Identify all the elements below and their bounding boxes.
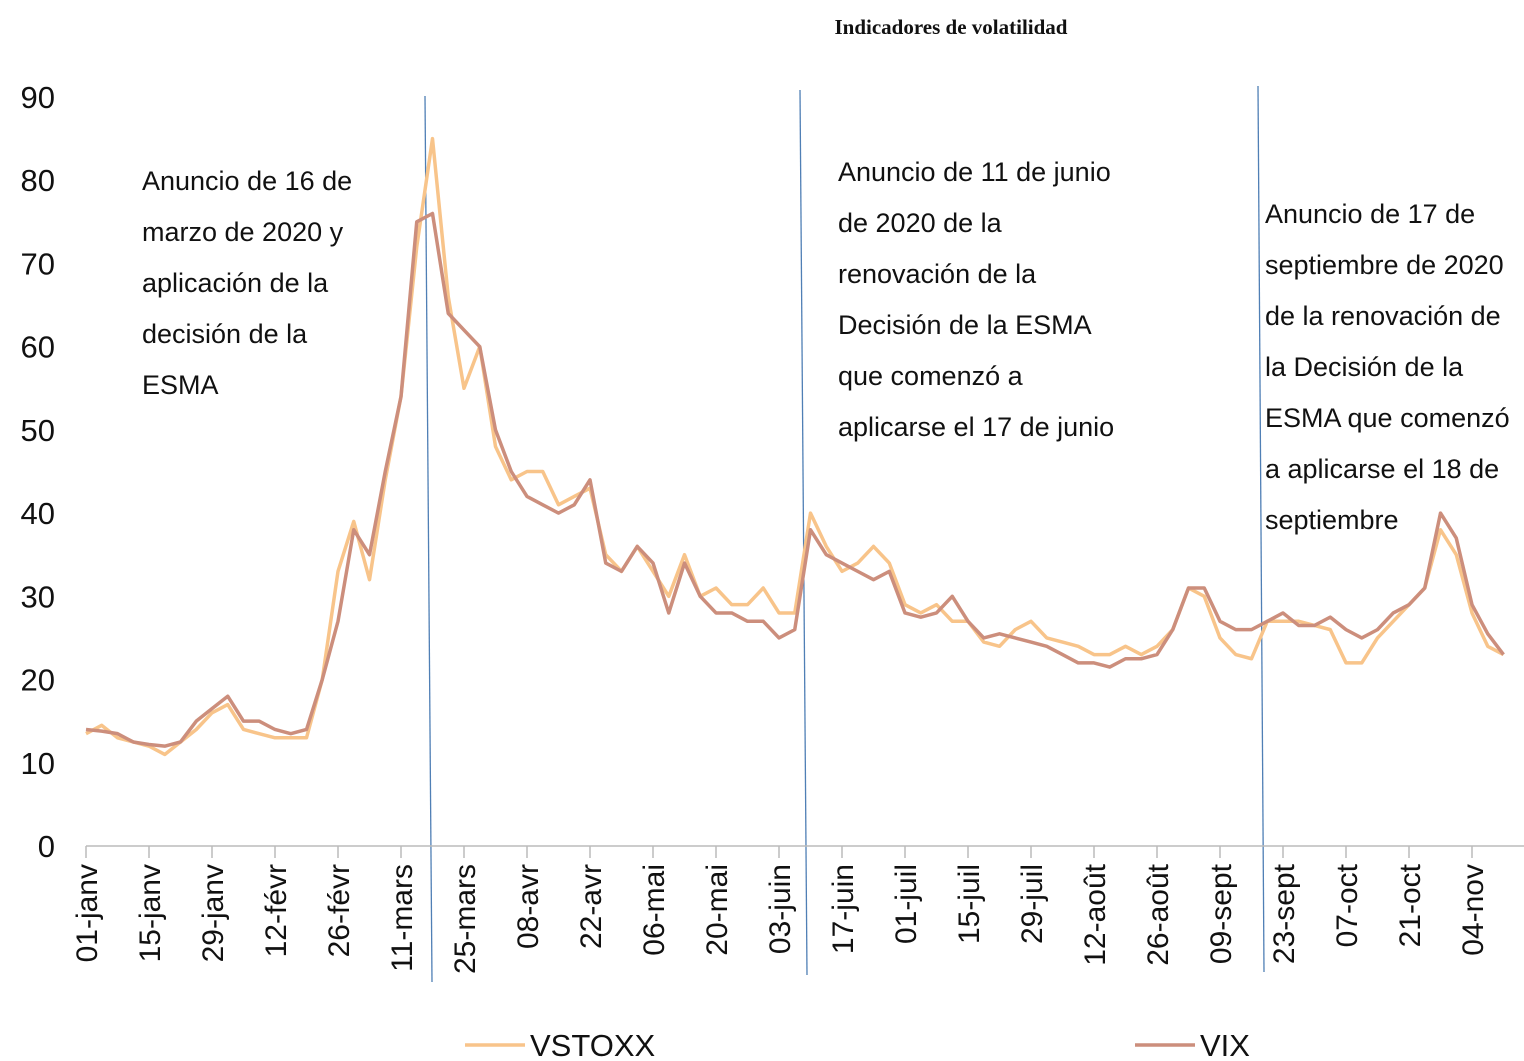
legend-label: VIX [1200,1028,1250,1061]
x-tick-label: 09-sept [1205,863,1238,964]
x-tick-label: 15-juil [953,864,986,944]
x-tick-label: 22-avr [575,864,608,949]
event-line [424,95,433,983]
annotation: la Decisión de la [1265,352,1464,382]
annotation: decisión de la [142,319,308,349]
x-tick-label: 03-juin [764,864,797,954]
x-tick-label: 15-janv [134,864,167,962]
event-line [1257,85,1265,973]
x-tick-label: 29-juil [1016,864,1049,944]
x-tick-label: 23-sept [1268,863,1301,964]
x-tick-label: 12-févr [260,864,293,957]
x-tick-label: 01-janv [71,864,104,962]
y-tick-label: 40 [21,496,55,531]
x-tick-label: 25-mars [449,864,482,974]
y-tick-label: 30 [21,579,55,614]
x-tick-label: 17-juin [827,864,860,954]
x-tick-label: 08-avr [512,864,545,949]
x-tick-label: 04-nov [1457,864,1490,956]
chart-title: Indicadores de volatilidad [835,15,1068,39]
y-tick-label: 60 [21,330,55,365]
annotation: renovación de la [838,259,1037,289]
event-line [799,89,808,976]
annotation: septiembre [1265,505,1399,535]
annotation: ESMA [142,370,219,400]
y-tick-label: 70 [21,246,55,281]
annotation: septiembre de 2020 [1265,250,1504,280]
y-tick-label: 10 [21,746,55,781]
x-tick-label: 01-juil [890,864,923,944]
annotation: aplicarse el 17 de junio [838,412,1114,442]
series-line [85,211,1505,748]
y-tick-label: 0 [38,829,55,864]
x-tick-label: 21-oct [1394,863,1427,947]
y-tick-label: 20 [21,663,55,698]
x-tick-label: 26-août [1142,863,1175,965]
x-tick-label: 26-févr [323,864,356,957]
annotation: Anuncio de 11 de junio [838,157,1111,187]
x-tick-label: 29-janv [197,864,230,962]
x-tick-label: 07-oct [1331,863,1364,947]
legend-label: VSTOXX [530,1028,656,1061]
annotation: ESMA que comenzó [1265,403,1510,433]
annotation: aplicación de la [142,268,329,298]
x-tick-label: 20-mai [701,864,734,956]
annotation: de 2020 de la [838,208,1003,238]
x-tick-label: 12-août [1079,863,1112,965]
annotation: que comenzó a [838,361,1024,391]
annotation: Decisión de la ESMA [838,310,1092,340]
x-tick-label: 06-mai [638,864,671,956]
y-tick-label: 80 [21,163,55,198]
annotation: marzo de 2020 y [142,217,344,247]
y-tick-label: 90 [21,80,55,115]
annotation: a aplicarse el 18 de [1265,454,1499,484]
annotation: Anuncio de 17 de [1265,199,1475,229]
y-tick-label: 50 [21,413,55,448]
x-tick-label: 11-mars [386,864,419,972]
annotation: Anuncio de 16 de [142,166,352,196]
annotation: de la renovación de [1265,301,1501,331]
